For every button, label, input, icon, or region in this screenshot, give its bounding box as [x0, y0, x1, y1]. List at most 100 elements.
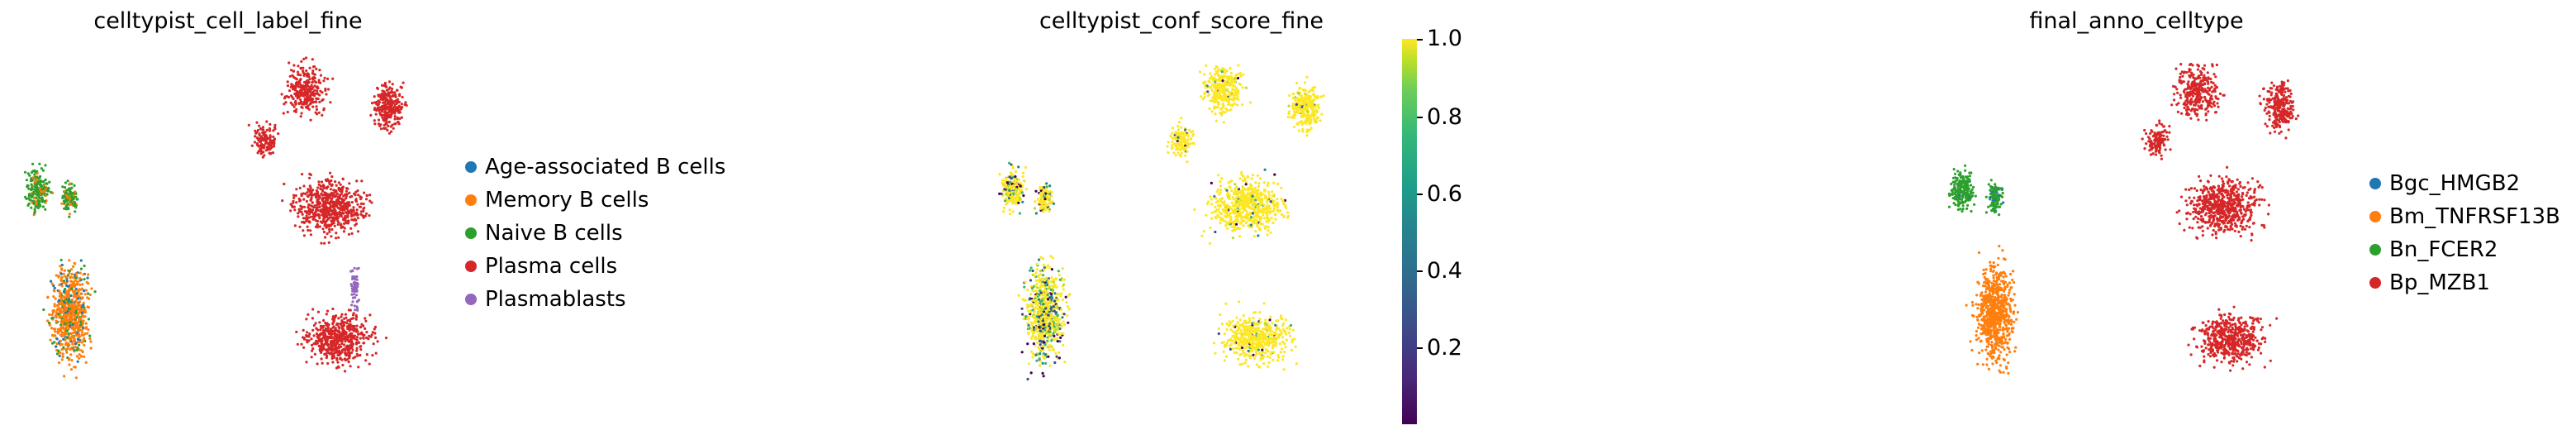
cell-point: [63, 201, 66, 204]
cell-point: [33, 208, 36, 211]
cell-point: [39, 180, 42, 184]
cell-point: [64, 194, 69, 197]
cell-point: [50, 191, 53, 194]
cell-point: [33, 173, 36, 176]
cell-point: [38, 162, 41, 165]
cell-point: [68, 187, 71, 190]
cell-point: [37, 201, 41, 204]
cell-point: [44, 189, 47, 193]
cell-point: [74, 210, 77, 213]
cell-point: [35, 200, 38, 203]
cell-point: [72, 194, 75, 197]
cell-point: [36, 179, 39, 182]
cell-point: [30, 206, 33, 209]
cell-point: [68, 215, 71, 218]
cell-point: [30, 178, 33, 181]
cell-point: [73, 201, 76, 204]
cell-point: [36, 175, 39, 179]
cell-point: [30, 195, 33, 198]
cell-point: [40, 196, 44, 199]
cell-point: [27, 194, 31, 198]
cell-point: [31, 193, 35, 196]
cell-point: [74, 203, 77, 207]
cell-point: [38, 187, 42, 190]
cell-point: [74, 192, 78, 195]
cell-point: [32, 196, 36, 200]
cell-point: [44, 178, 47, 181]
cell-point: [68, 272, 71, 275]
cell-point: [37, 203, 40, 207]
cell-point: [34, 170, 37, 174]
cell-point: [64, 191, 69, 194]
cell-point: [73, 184, 76, 187]
cell-point: [23, 170, 27, 174]
cell-point: [41, 190, 45, 194]
cell-point: [40, 200, 45, 203]
panel-1-title: celltypist_cell_label_fine: [93, 8, 363, 34]
cell-point: [71, 191, 74, 194]
cell-point: [30, 183, 33, 186]
cell-point: [60, 202, 64, 205]
cell-point: [61, 185, 64, 189]
cell-point: [68, 189, 71, 193]
cell-point: [64, 181, 67, 184]
cell-point: [43, 186, 46, 189]
cell-point: [71, 196, 74, 199]
cell-point: [30, 171, 34, 174]
cell-point: [32, 190, 36, 194]
cell-point: [68, 192, 71, 196]
cell-point: [34, 205, 37, 208]
cell-point: [33, 212, 36, 215]
cell-point: [71, 342, 74, 346]
cell-point: [27, 202, 31, 205]
cell-point: [72, 265, 75, 268]
cell-point: [41, 169, 45, 172]
cell-point: [63, 207, 66, 210]
panel-1-b-cells-upper: [23, 162, 55, 217]
cell-point: [43, 199, 46, 203]
cell-point: [32, 199, 36, 203]
cell-point: [74, 195, 78, 198]
cell-point: [45, 189, 49, 192]
cell-point: [75, 198, 78, 201]
cell-point: [36, 188, 40, 191]
cell-point: [44, 164, 47, 167]
cell-point: [31, 162, 35, 165]
cell-point: [66, 206, 69, 209]
cell-point: [70, 198, 74, 201]
cell-point: [26, 184, 29, 188]
cell-point: [66, 179, 69, 183]
cell-point: [44, 208, 47, 211]
cell-point: [34, 189, 38, 192]
cell-point: [25, 179, 29, 182]
cell-point: [36, 182, 39, 185]
cell-point: [38, 176, 41, 179]
cell-point: [38, 196, 41, 199]
cell-point: [41, 205, 45, 208]
cell-point: [45, 193, 49, 196]
cell-point: [30, 187, 34, 190]
cell-point: [66, 198, 69, 202]
cell-point: [61, 352, 64, 356]
cell-point: [69, 182, 72, 185]
panel-1-b-cells-upper-right: [60, 179, 79, 218]
panel-1-b-cells-lower: [42, 258, 97, 380]
cell-point: [33, 180, 36, 184]
cell-point: [68, 213, 71, 216]
cell-point: [36, 171, 39, 175]
cell-point: [69, 203, 72, 206]
cell-point: [59, 339, 62, 342]
cell-point: [61, 194, 64, 198]
cell-point: [59, 258, 63, 262]
cell-point: [33, 185, 37, 189]
cell-point: [40, 167, 44, 170]
cell-point: [24, 195, 27, 198]
cell-point: [78, 356, 81, 360]
cell-point: [37, 194, 40, 198]
cell-point: [66, 274, 69, 277]
cell-point: [66, 196, 69, 199]
cell-point: [26, 172, 30, 175]
cell-point: [70, 186, 74, 189]
cell-point: [28, 198, 31, 201]
